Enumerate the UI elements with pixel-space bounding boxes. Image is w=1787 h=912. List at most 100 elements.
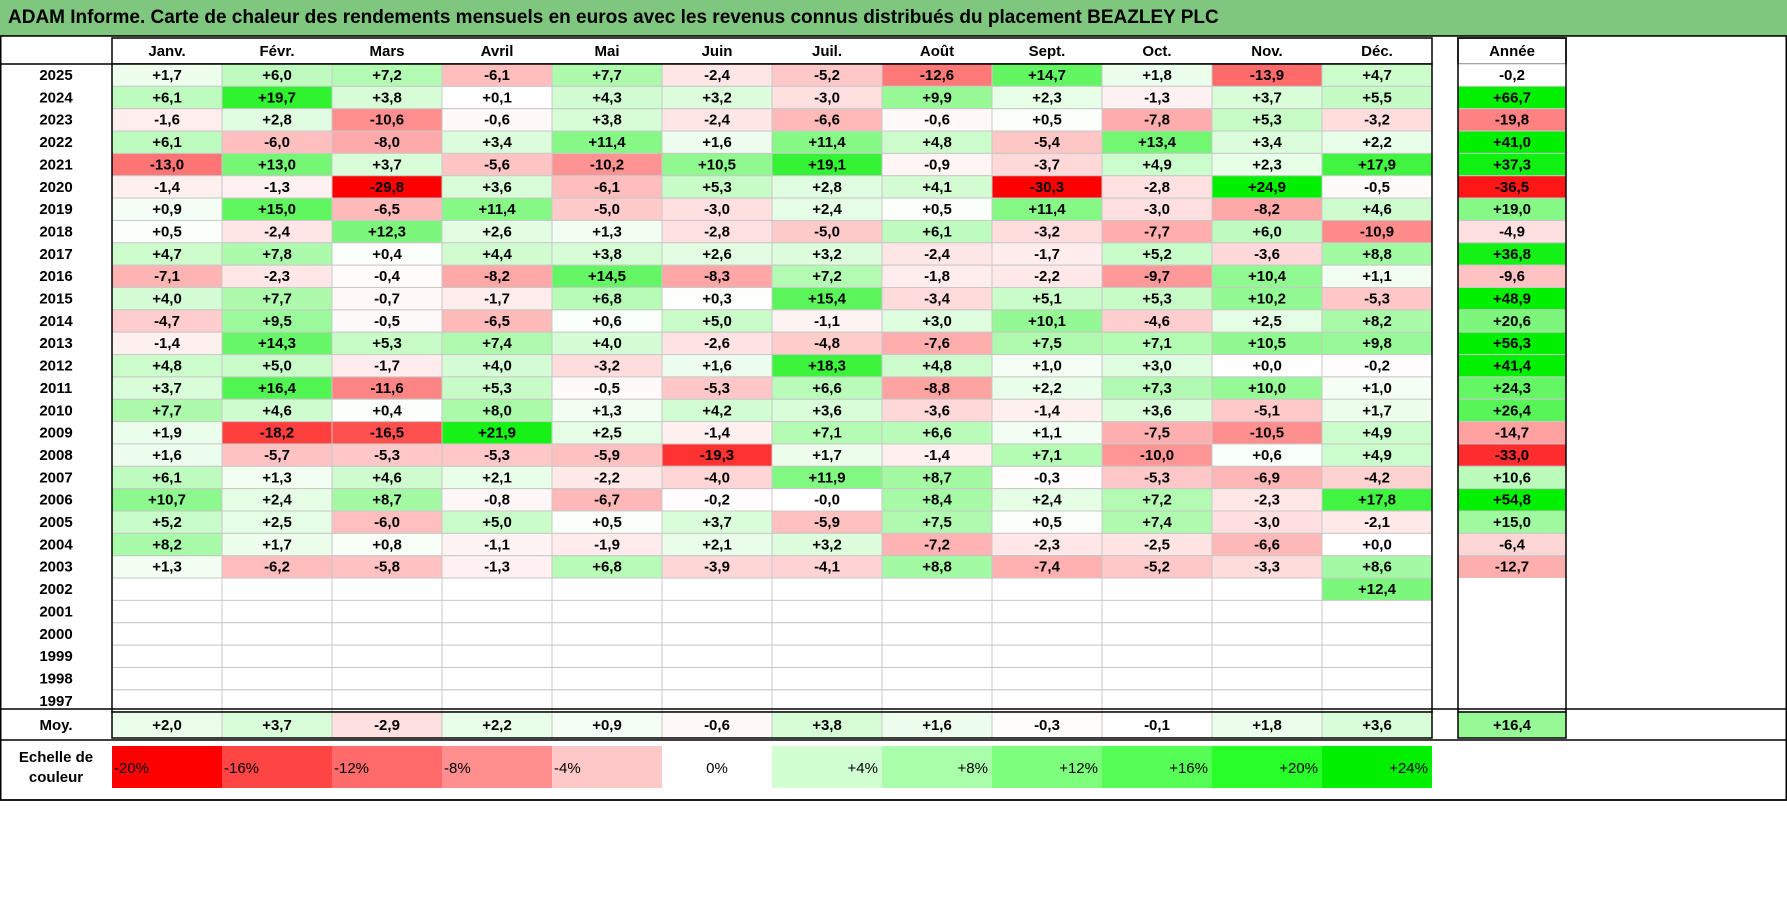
scale-stop-label: -12% <box>334 760 369 777</box>
scale-stop-label: +8% <box>958 760 988 777</box>
scale-swatch <box>332 746 442 788</box>
heatmap-cell <box>1211 622 1323 646</box>
cell-value: +16,4 <box>258 380 297 397</box>
cell-value: -1,4 <box>1034 402 1061 419</box>
cell-value: +5,0 <box>482 514 512 531</box>
cell-value: -8,0 <box>374 134 400 151</box>
cell-value: +2,8 <box>262 112 292 129</box>
average-value: +0,9 <box>592 717 622 734</box>
cell-value: +4,6 <box>262 402 292 419</box>
year-label: 2002 <box>39 581 72 598</box>
cell-value: +6,1 <box>152 89 182 106</box>
annual-value: -36,5 <box>1495 179 1529 196</box>
annual-value: -6,4 <box>1499 536 1526 553</box>
heatmap-cell <box>771 577 883 601</box>
average-cell <box>111 711 223 739</box>
cell-value: -4,8 <box>814 335 840 352</box>
scale-stop-label: +12% <box>1059 760 1098 777</box>
cell-value: -2,4 <box>264 223 291 240</box>
heatmap-cell <box>111 599 223 624</box>
cell-value: +2,4 <box>262 492 292 509</box>
heatmap-cell <box>771 599 883 624</box>
cell-value: +7,5 <box>1032 335 1062 352</box>
year-label: 2011 <box>40 380 73 397</box>
month-header: Févr. <box>259 43 294 60</box>
annual-value: -4,9 <box>1499 223 1525 240</box>
cell-value: +1,0 <box>1362 380 1392 397</box>
cell-value: +1,7 <box>262 536 292 553</box>
cell-value: +4,8 <box>152 358 182 375</box>
cell-value: -2,3 <box>1034 536 1060 553</box>
heatmap-cell <box>991 599 1103 624</box>
cell-value: -6,9 <box>1254 469 1280 486</box>
year-label: 2019 <box>39 201 72 218</box>
cell-value: -3,3 <box>1254 559 1280 576</box>
average-value: +2,0 <box>152 717 182 734</box>
year-label: 2020 <box>39 179 72 196</box>
cell-value: +15,0 <box>258 201 296 218</box>
scale-swatch <box>222 746 332 788</box>
average-annual-value: +16,4 <box>1493 717 1532 734</box>
cell-value: +4,7 <box>1362 67 1392 84</box>
cell-value: -5,3 <box>1364 291 1390 308</box>
cell-value: +2,2 <box>1362 134 1392 151</box>
cell-value: -6,1 <box>484 67 510 84</box>
annual-value: +41,0 <box>1493 134 1531 151</box>
scale-stop-label: -8% <box>444 760 471 777</box>
year-label: 1998 <box>39 670 72 687</box>
scale-swatch <box>1322 746 1432 788</box>
cell-value: -0,4 <box>374 268 401 285</box>
cell-value: +1,0 <box>1032 358 1062 375</box>
cell-value: -1,1 <box>814 313 840 330</box>
cell-value: -2,4 <box>924 246 951 263</box>
scale-swatch <box>442 746 552 788</box>
heatmap-cell <box>1321 622 1433 646</box>
cell-value: +4,0 <box>482 358 512 375</box>
scale-stop-label: +4% <box>848 760 878 777</box>
cell-value: -19,3 <box>700 447 734 464</box>
cell-value: +0,1 <box>482 89 512 106</box>
cell-value: +3,0 <box>1142 358 1172 375</box>
month-header: Août <box>920 43 954 60</box>
cell-value: +7,5 <box>922 514 952 531</box>
cell-value: -2,4 <box>704 67 731 84</box>
cell-value: +0,5 <box>1032 112 1062 129</box>
annual-value: -0,2 <box>1499 67 1525 84</box>
cell-value: +5,0 <box>262 358 292 375</box>
cell-value: +3,6 <box>812 402 842 419</box>
cell-value: +1,1 <box>1362 268 1392 285</box>
cell-value: +4,4 <box>482 246 512 263</box>
cell-value: +5,2 <box>1142 246 1172 263</box>
cell-value: +8,8 <box>922 559 952 576</box>
scale-stop-label: +20% <box>1279 760 1318 777</box>
cell-value: +6,8 <box>592 559 622 576</box>
heatmap-cell <box>1211 666 1323 691</box>
cell-value: -10,6 <box>370 112 404 129</box>
month-header: Oct. <box>1142 43 1171 60</box>
scale-swatch <box>1102 746 1212 788</box>
cell-value: +2,4 <box>812 201 842 218</box>
year-label: 2024 <box>39 89 73 106</box>
cell-value: -0,2 <box>1364 358 1390 375</box>
cell-value: +4,9 <box>1362 447 1392 464</box>
cell-value: +11,4 <box>808 134 846 151</box>
heatmap-cell <box>551 644 663 668</box>
average-value: -2,9 <box>374 717 400 734</box>
heatmap-cell <box>1211 644 1323 668</box>
cell-value: +3,2 <box>812 246 842 263</box>
annual-value: -9,6 <box>1499 268 1525 285</box>
year-label: 2015 <box>39 291 72 308</box>
cell-value: -3,0 <box>704 201 730 218</box>
heatmap-cell <box>991 577 1103 601</box>
cell-value: +7,7 <box>152 402 182 419</box>
cell-value: +10,1 <box>1028 313 1066 330</box>
cell-value: -0,5 <box>594 380 620 397</box>
cell-value: -0,6 <box>484 112 510 129</box>
scale-stop-label: 0% <box>706 760 728 777</box>
cell-value: -10,2 <box>590 156 624 173</box>
cell-value: +6,6 <box>812 380 842 397</box>
cell-value: -8,2 <box>484 268 510 285</box>
cell-value: +8,2 <box>152 536 182 553</box>
year-label: 2004 <box>39 536 73 553</box>
cell-value: +3,7 <box>152 380 182 397</box>
